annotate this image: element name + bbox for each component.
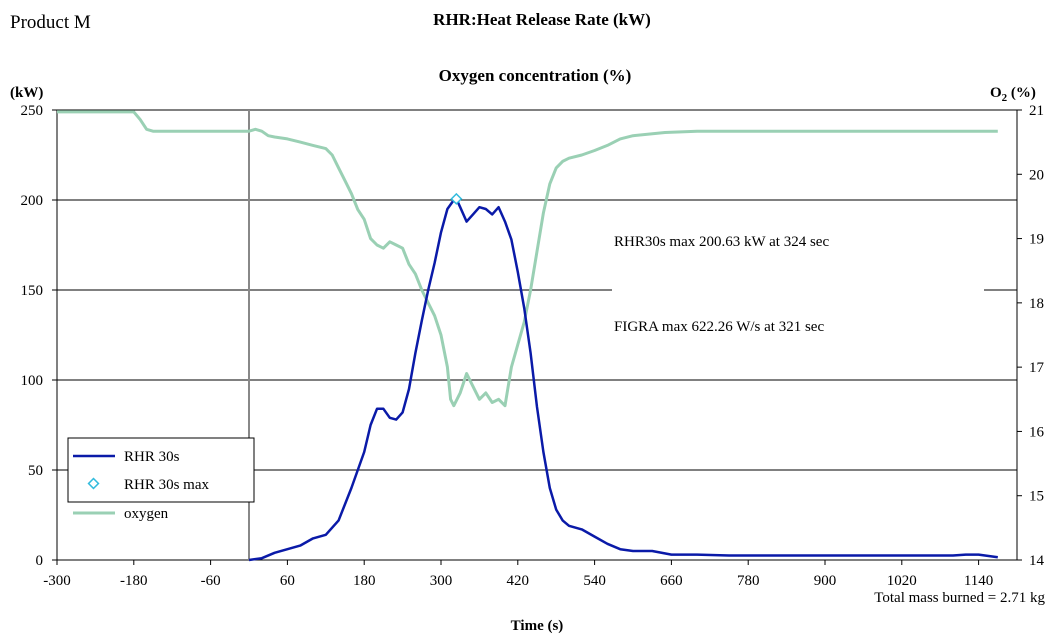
y-axis-right-label: O2 (%) — [990, 85, 1036, 104]
product-label: Product M — [10, 12, 91, 33]
annotation-background — [612, 220, 984, 350]
annotation-figra-max: FIGRA max 622.26 W/s at 321 sec — [614, 319, 824, 335]
y-left-tick-label: 0 — [36, 553, 44, 569]
legend-label-oxygen: oxygen — [124, 506, 169, 522]
y-left-tick-label: 250 — [21, 103, 44, 119]
y-right-tick-label: 17 — [1029, 360, 1045, 376]
y-right-tick-label: 20 — [1029, 167, 1044, 183]
y-axis-right: 14 15 16 17 18 19 20 21 — [1017, 103, 1045, 569]
y-left-tick-label: 200 — [21, 193, 44, 209]
y-axis-right-label-sub: 2 — [1002, 92, 1008, 104]
series-line-rhr-30s — [248, 197, 998, 562]
legend-label-rhr-30s-max: RHR 30s max — [124, 477, 210, 493]
total-mass-note: Total mass burned = 2.71 kg — [874, 590, 1045, 606]
chart-subtitle: Oxygen concentration (%) — [439, 66, 632, 85]
y-right-tick-label: 15 — [1029, 489, 1044, 505]
y-axis-right-label-main: O — [990, 85, 1002, 101]
annotation-rhr-max: RHR30s max 200.63 kW at 324 sec — [614, 234, 829, 250]
x-tick-label: 1140 — [964, 573, 993, 589]
chart-series — [57, 110, 998, 562]
chart-title: RHR:Heat Release Rate (kW) — [433, 10, 651, 29]
x-tick-label: 660 — [660, 573, 683, 589]
y-axis-left: 0 50 100 150 200 250 — [21, 103, 57, 569]
x-tick-label: 420 — [507, 573, 530, 589]
x-tick-label: 900 — [814, 573, 837, 589]
x-axis: -300 -180 -60 60 180 300 420 540 660 780 900 1020 11… — [43, 560, 993, 589]
series-point-rhr-30s-max — [450, 192, 463, 205]
y-right-tick-label: 16 — [1029, 424, 1045, 440]
x-tick-label: -60 — [201, 573, 221, 589]
x-tick-label: 540 — [583, 573, 606, 589]
legend-label-rhr-30s: RHR 30s — [124, 449, 180, 465]
x-axis-label: Time (s) — [511, 618, 564, 634]
y-right-tick-label: 21 — [1029, 103, 1044, 119]
y-right-tick-label: 18 — [1029, 296, 1044, 312]
plot-area — [56, 109, 1018, 561]
x-tick-label: 60 — [280, 573, 295, 589]
legend-swatch-rhr-30s-max — [87, 477, 100, 490]
y-left-tick-label: 150 — [21, 283, 44, 299]
y-right-tick-label: 14 — [1029, 553, 1045, 569]
series-line-oxygen — [57, 110, 998, 408]
y-left-tick-label: 100 — [21, 373, 44, 389]
y-axis-right-label-suffix: (%) — [1007, 85, 1036, 101]
x-tick-label: 180 — [353, 573, 376, 589]
x-tick-label: 780 — [737, 573, 760, 589]
x-tick-label: -300 — [43, 573, 71, 589]
x-tick-label: 1020 — [887, 573, 917, 589]
y-right-tick-label: 19 — [1029, 232, 1044, 248]
legend-box — [67, 437, 255, 503]
x-tick-label: -180 — [120, 573, 148, 589]
legend: RHR 30s RHR 30s max oxygen — [67, 437, 255, 522]
y-left-tick-label: 50 — [28, 463, 43, 479]
y-axis-left-label: (kW) — [10, 85, 43, 101]
x-tick-label: 300 — [430, 573, 453, 589]
